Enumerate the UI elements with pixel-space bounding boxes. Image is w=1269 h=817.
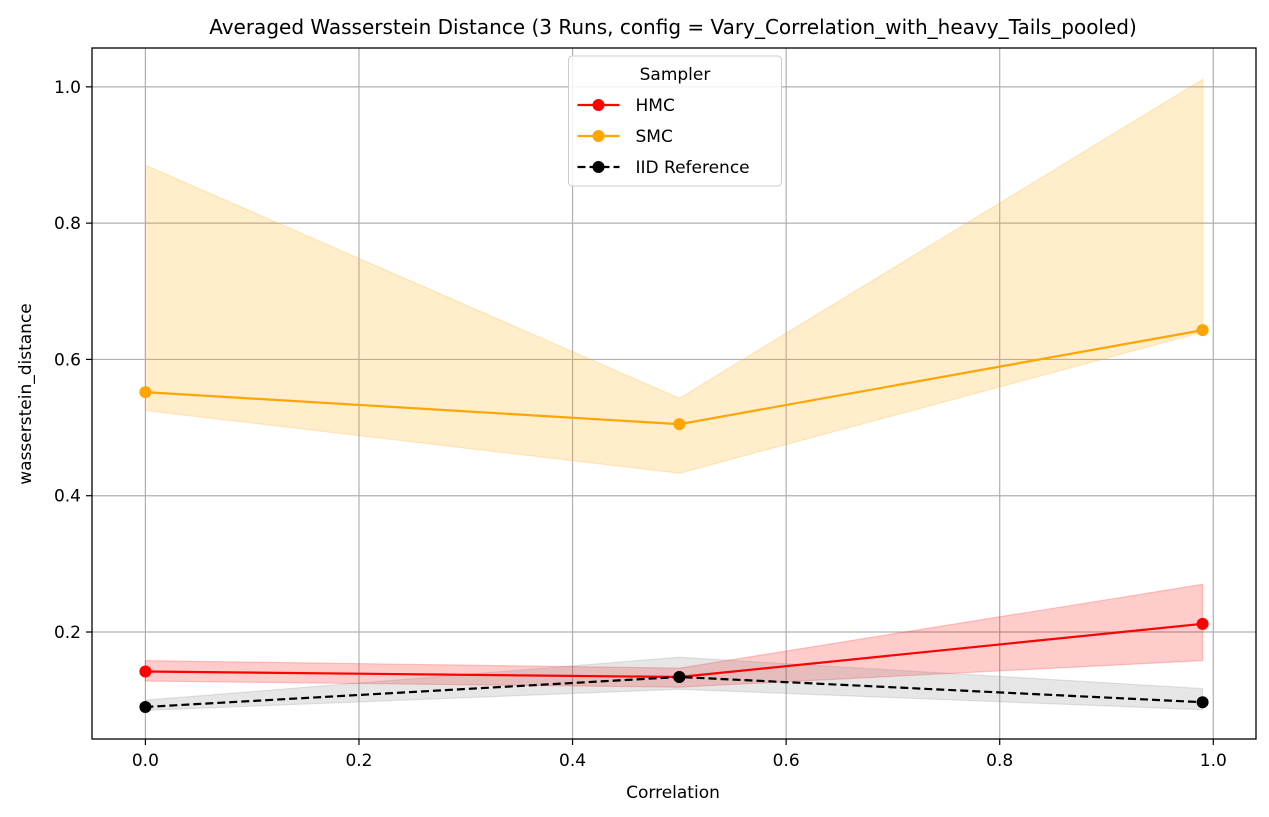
x-tick-label: 0.4 xyxy=(559,751,586,771)
y-tick-label: 1.0 xyxy=(54,78,81,98)
y-axis-ticks: 0.2 0.4 0.6 0.8 1.0 xyxy=(54,78,92,643)
x-tick-label: 0.6 xyxy=(773,751,800,771)
point-hmc xyxy=(1196,617,1209,630)
legend-marker-smc xyxy=(592,130,605,142)
legend-label-smc: SMC xyxy=(636,127,673,147)
point-iid-reference xyxy=(139,700,152,713)
y-tick-label: 0.4 xyxy=(54,487,81,507)
point-iid-reference xyxy=(1196,696,1209,709)
point-hmc xyxy=(139,665,152,678)
legend: Sampler HMC SMC IID Reference xyxy=(568,55,782,187)
y-tick-label: 0.8 xyxy=(54,214,81,234)
legend-marker-hmc xyxy=(592,99,605,111)
x-tick-label: 0.8 xyxy=(986,751,1013,771)
point-smc xyxy=(139,386,152,399)
y-tick-label: 0.2 xyxy=(54,623,81,643)
point-smc xyxy=(673,418,686,431)
band-hmc xyxy=(144,583,1204,688)
y-tick-label: 0.6 xyxy=(54,350,81,370)
legend-box xyxy=(568,55,782,187)
chart-title: Averaged Wasserstein Distance (3 Runs, c… xyxy=(209,15,1137,39)
legend-title: Sampler xyxy=(640,65,711,85)
legend-label-iid-reference: IID Reference xyxy=(636,158,750,178)
legend-entries: HMC SMC IID Reference xyxy=(577,96,750,178)
x-tick-label: 1.0 xyxy=(1200,751,1227,771)
x-axis-label: Correlation xyxy=(626,783,720,803)
x-tick-label: 0.0 xyxy=(132,751,159,771)
x-tick-label: 0.2 xyxy=(345,751,372,771)
legend-label-hmc: HMC xyxy=(636,96,675,116)
x-axis-ticks: 0.0 0.2 0.4 0.6 0.8 1.0 xyxy=(132,739,1227,771)
point-smc xyxy=(1196,324,1209,337)
series-points xyxy=(139,324,1209,713)
legend-marker-iid-reference xyxy=(592,161,605,173)
plot-frame xyxy=(91,47,1257,740)
point-iid-reference xyxy=(673,670,686,683)
y-axis-label: wasserstein_distance xyxy=(16,303,36,485)
